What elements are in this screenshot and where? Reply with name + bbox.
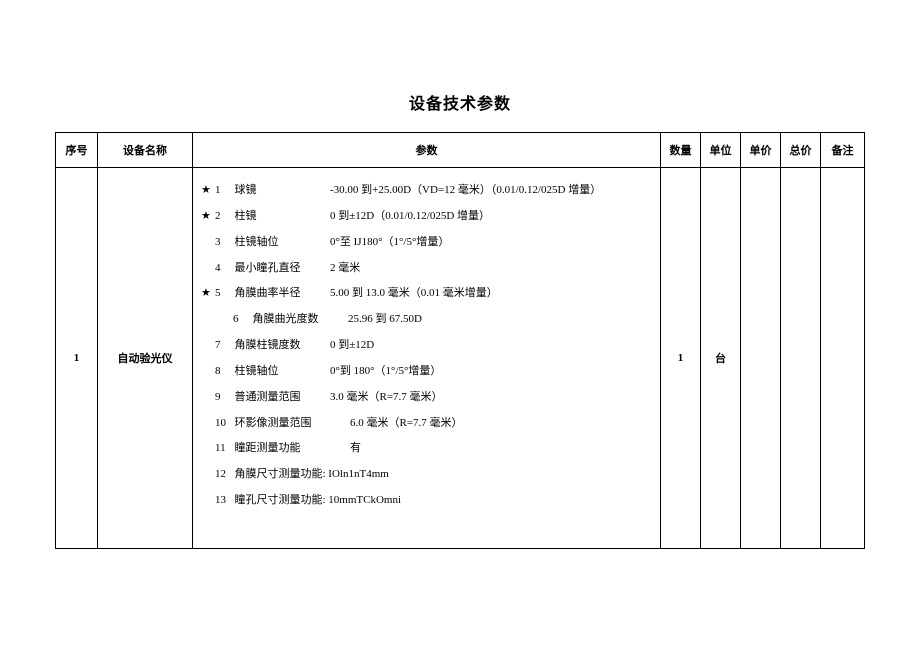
param-value: 3.0 毫米（R=7.7 毫米） xyxy=(330,385,443,411)
cell-note xyxy=(821,168,865,549)
param-value: 5.00 到 13.0 毫米（0.01 毫米增量） xyxy=(330,281,498,307)
param-index: 10 xyxy=(215,411,229,437)
param-line: 4 最小瞳孔直径 2 毫米 xyxy=(201,256,652,282)
param-value: 0°至 IJ180°（1°/5°增量） xyxy=(330,230,449,256)
param-line: 8 柱镜轴位 0°到 180°（1°/5°增量） xyxy=(201,359,652,385)
param-label: 球镜 xyxy=(235,178,325,204)
param-line: 13 瞳孔尺寸测量功能: 10mmTCkOmni xyxy=(201,488,652,514)
param-value: 6.0 毫米（R=7.7 毫米） xyxy=(350,411,463,437)
param-index: 12 xyxy=(215,462,229,488)
th-note: 备注 xyxy=(821,133,865,168)
param-line: ★5 角膜曲率半径 5.00 到 13.0 毫米（0.01 毫米增量） xyxy=(201,281,652,307)
cell-uprice xyxy=(741,168,781,549)
param-line: 9 普通测量范围 3.0 毫米（R=7.7 毫米） xyxy=(201,385,652,411)
param-value: 0°到 180°（1°/5°增量） xyxy=(330,359,441,385)
cell-unit: 台 xyxy=(701,168,741,549)
param-label: 最小瞳孔直径 xyxy=(235,256,325,282)
param-index: 5 xyxy=(215,281,229,307)
param-line: 11 瞳距测量功能 有 xyxy=(201,436,652,462)
param-label: 柱镜轴位 xyxy=(235,359,325,385)
param-label: 角膜曲光度数 xyxy=(253,307,343,333)
param-label: 瞳距测量功能 xyxy=(235,436,345,462)
th-param: 参数 xyxy=(193,133,661,168)
param-label: 角膜柱镜度数 xyxy=(235,333,325,359)
param-value: 0 到±12D xyxy=(330,333,374,359)
param-index: 11 xyxy=(215,436,229,462)
star-icon: ★ xyxy=(201,281,215,307)
param-line: 10 环影像测量范围 6.0 毫米（R=7.7 毫米） xyxy=(201,411,652,437)
param-value: 有 xyxy=(350,436,361,462)
th-seq: 序号 xyxy=(56,133,98,168)
spec-table: 序号 设备名称 参数 数量 单位 单价 总价 备注 1 自动验光仪 ★1 球镜 … xyxy=(55,132,865,549)
param-index: 1 xyxy=(215,178,229,204)
param-index: 9 xyxy=(215,385,229,411)
param-label: 柱镜 xyxy=(235,204,325,230)
th-total: 总价 xyxy=(781,133,821,168)
param-line: ★2 柱镜 0 到±12D（0.01/0.12/025D 增量） xyxy=(201,204,652,230)
cell-qty: 1 xyxy=(661,168,701,549)
param-line: 6 角膜曲光度数 25.96 到 67.50D xyxy=(201,307,652,333)
param-label: 普通测量范围 xyxy=(235,385,325,411)
star-icon: ★ xyxy=(201,178,215,204)
param-value: 0 到±12D（0.01/0.12/025D 增量） xyxy=(330,204,490,230)
param-index: 8 xyxy=(215,359,229,385)
param-index: 6 xyxy=(233,307,247,333)
cell-name: 自动验光仪 xyxy=(98,168,193,549)
param-index: 3 xyxy=(215,230,229,256)
table-row: 1 自动验光仪 ★1 球镜 -30.00 到+25.00D（VD=12 毫米）（… xyxy=(56,168,865,549)
star-icon: ★ xyxy=(201,204,215,230)
param-value: 2 毫米 xyxy=(330,256,360,282)
param-line: 12 角膜尺寸测量功能: IOln1nT4mm xyxy=(201,462,652,488)
param-label: 环影像测量范围 xyxy=(235,411,345,437)
page-title: 设备技术参数 xyxy=(55,90,865,114)
param-value: 25.96 到 67.50D xyxy=(348,307,422,333)
param-line: ★1 球镜 -30.00 到+25.00D（VD=12 毫米）（0.01/0.1… xyxy=(201,178,652,204)
param-index: 7 xyxy=(215,333,229,359)
param-value: -30.00 到+25.00D（VD=12 毫米）（0.01/0.12/025D… xyxy=(330,178,601,204)
table-header-row: 序号 设备名称 参数 数量 单位 单价 总价 备注 xyxy=(56,133,865,168)
th-qty: 数量 xyxy=(661,133,701,168)
cell-seq: 1 xyxy=(56,168,98,549)
param-index: 2 xyxy=(215,204,229,230)
param-label: 角膜尺寸测量功能: IOln1nT4mm xyxy=(235,462,389,488)
param-index: 13 xyxy=(215,488,229,514)
th-uprice: 单价 xyxy=(741,133,781,168)
param-line: 3 柱镜轴位 0°至 IJ180°（1°/5°增量） xyxy=(201,230,652,256)
cell-total xyxy=(781,168,821,549)
th-unit: 单位 xyxy=(701,133,741,168)
param-label: 瞳孔尺寸测量功能: 10mmTCkOmni xyxy=(235,488,402,514)
param-label: 角膜曲率半径 xyxy=(235,281,325,307)
param-index: 4 xyxy=(215,256,229,282)
th-name: 设备名称 xyxy=(98,133,193,168)
cell-params: ★1 球镜 -30.00 到+25.00D（VD=12 毫米）（0.01/0.1… xyxy=(193,168,661,549)
param-line: 7 角膜柱镜度数 0 到±12D xyxy=(201,333,652,359)
param-label: 柱镜轴位 xyxy=(235,230,325,256)
